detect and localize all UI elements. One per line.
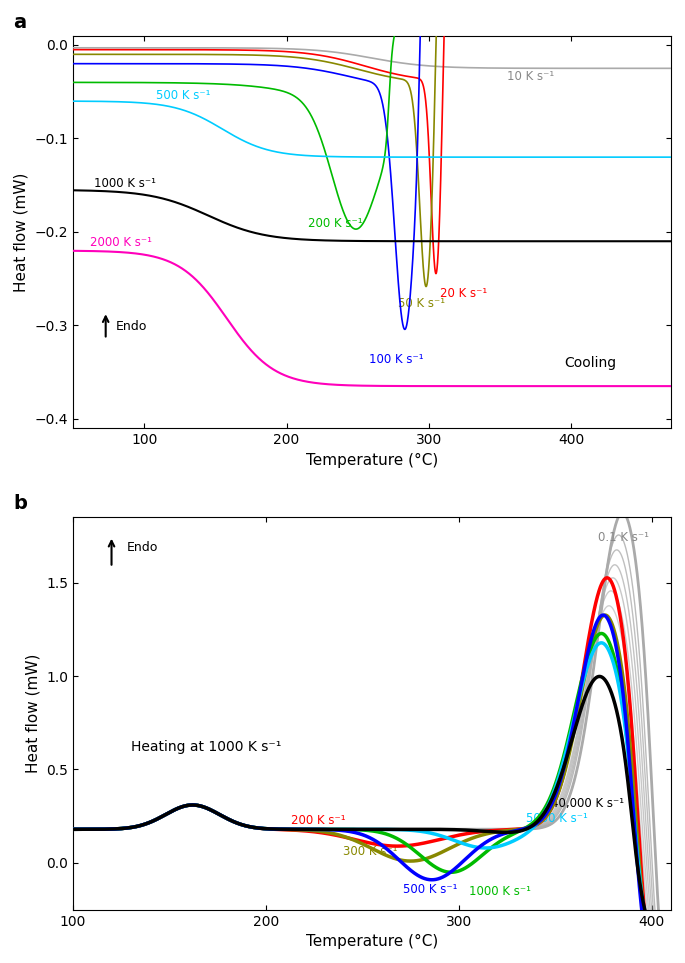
Text: a: a bbox=[13, 13, 26, 32]
Text: Endo: Endo bbox=[127, 541, 158, 554]
Text: 100 K s⁻¹: 100 K s⁻¹ bbox=[369, 352, 424, 366]
Text: Cooling: Cooling bbox=[564, 356, 616, 371]
Y-axis label: Heat flow (mW): Heat flow (mW) bbox=[14, 172, 29, 292]
Text: 200 K s⁻¹: 200 K s⁻¹ bbox=[308, 218, 362, 230]
Text: 5000 K s⁻¹: 5000 K s⁻¹ bbox=[526, 812, 588, 825]
Text: 1000 K s⁻¹: 1000 K s⁻¹ bbox=[469, 885, 530, 898]
Text: 2000 K s⁻¹: 2000 K s⁻¹ bbox=[90, 236, 152, 248]
Text: b: b bbox=[13, 494, 27, 513]
X-axis label: Temperature (°C): Temperature (°C) bbox=[306, 453, 438, 468]
Text: 50 K s⁻¹: 50 K s⁻¹ bbox=[398, 297, 445, 310]
Y-axis label: Heat flow (mW): Heat flow (mW) bbox=[25, 654, 40, 773]
Text: 500 K s⁻¹: 500 K s⁻¹ bbox=[155, 90, 210, 102]
Text: 1000 K s⁻¹: 1000 K s⁻¹ bbox=[95, 177, 156, 190]
Text: 20 K s⁻¹: 20 K s⁻¹ bbox=[440, 287, 488, 300]
Text: 40,000 K s⁻¹: 40,000 K s⁻¹ bbox=[551, 796, 625, 810]
Text: Heating at 1000 K s⁻¹: Heating at 1000 K s⁻¹ bbox=[131, 740, 282, 754]
Text: 0.1 K s⁻¹: 0.1 K s⁻¹ bbox=[598, 532, 649, 544]
Text: 200 K s⁻¹: 200 K s⁻¹ bbox=[291, 814, 346, 826]
Text: 500 K s⁻¹: 500 K s⁻¹ bbox=[403, 883, 458, 896]
Text: Endo: Endo bbox=[116, 320, 147, 333]
X-axis label: Temperature (°C): Temperature (°C) bbox=[306, 934, 438, 950]
Text: 300 K s⁻¹: 300 K s⁻¹ bbox=[343, 846, 397, 858]
Text: 10 K s⁻¹: 10 K s⁻¹ bbox=[508, 70, 555, 84]
